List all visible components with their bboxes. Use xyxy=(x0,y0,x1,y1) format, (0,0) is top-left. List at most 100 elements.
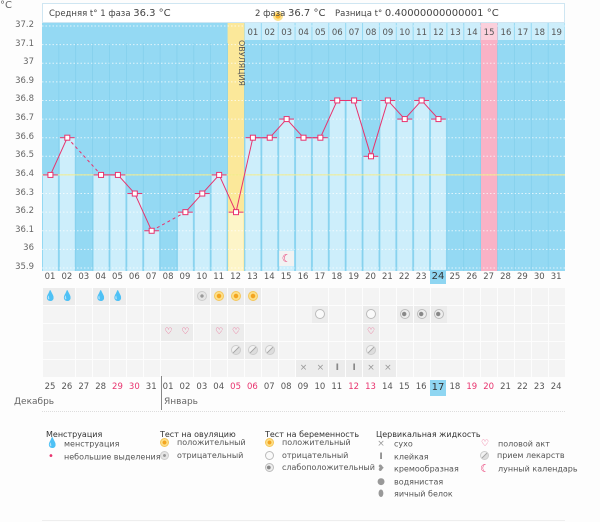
symptom-cell[interactable] xyxy=(447,288,464,305)
symptom-cell[interactable] xyxy=(177,288,194,305)
symptom-cell[interactable] xyxy=(194,342,211,359)
symptom-cell[interactable] xyxy=(379,342,396,359)
symptom-cell[interactable] xyxy=(531,306,548,323)
symptom-cell[interactable] xyxy=(278,306,295,323)
calendar-date[interactable]: 04 xyxy=(213,382,225,392)
cycle-day-label[interactable]: 08 xyxy=(162,272,174,282)
symptom-cell[interactable] xyxy=(396,288,413,305)
symptom-cell[interactable] xyxy=(93,324,110,341)
symptom-cell[interactable] xyxy=(396,306,413,323)
symptom-cell[interactable] xyxy=(312,324,329,341)
symptom-cell[interactable] xyxy=(143,306,160,323)
calendar-date[interactable]: 31 xyxy=(145,382,157,392)
symptom-cell[interactable]: I xyxy=(346,360,363,377)
calendar-date[interactable]: 26 xyxy=(61,382,73,392)
calendar-date[interactable]: 21 xyxy=(500,382,511,392)
cycle-day-label[interactable]: 12 xyxy=(230,272,241,282)
symptom-cell[interactable] xyxy=(379,324,396,341)
calendar-date[interactable]: 06 xyxy=(247,382,258,392)
symptom-cell[interactable] xyxy=(160,288,177,305)
symptom-cell[interactable] xyxy=(481,324,498,341)
cycle-day-label[interactable]: 22 xyxy=(398,272,410,282)
symptom-cell[interactable] xyxy=(160,306,177,323)
symptom-cell[interactable] xyxy=(548,306,565,323)
calendar-date[interactable]: 13 xyxy=(365,382,376,392)
cycle-day-label[interactable]: 17 xyxy=(314,272,326,282)
symptom-cell[interactable] xyxy=(295,342,312,359)
symptom-cell[interactable] xyxy=(447,342,464,359)
calendar-date[interactable]: 01 xyxy=(162,382,174,392)
symptom-cell[interactable] xyxy=(363,342,380,359)
symptom-cell[interactable] xyxy=(42,324,59,341)
symptom-cell[interactable] xyxy=(59,306,76,323)
symptom-cell[interactable] xyxy=(42,360,59,377)
symptom-cell[interactable]: ♡ xyxy=(211,324,228,341)
symptom-cell[interactable]: 💧 xyxy=(93,288,110,305)
symptom-cell[interactable] xyxy=(481,360,498,377)
symptom-cell[interactable]: × xyxy=(312,360,329,377)
symptom-cell[interactable] xyxy=(194,288,211,305)
symptom-cell[interactable] xyxy=(464,360,481,377)
symptom-cell[interactable] xyxy=(143,342,160,359)
symptom-cell[interactable] xyxy=(430,324,447,341)
symptom-cell[interactable] xyxy=(109,360,126,377)
symptom-cell[interactable] xyxy=(531,288,548,305)
cycle-day-label[interactable]: 11 xyxy=(213,272,225,282)
symptom-cell[interactable] xyxy=(481,288,498,305)
symptom-cell[interactable] xyxy=(177,342,194,359)
symptom-cell[interactable] xyxy=(329,306,346,323)
calendar-date[interactable]: 10 xyxy=(314,382,326,392)
cycle-day-label[interactable]: 09 xyxy=(179,272,191,282)
cycle-day-label[interactable]: 20 xyxy=(365,272,376,282)
symptom-cell[interactable]: I xyxy=(329,360,346,377)
symptom-cell[interactable] xyxy=(261,306,278,323)
symptom-cell[interactable] xyxy=(514,306,531,323)
cycle-day-label[interactable]: 16 xyxy=(297,272,309,282)
symptom-cell[interactable] xyxy=(244,306,261,323)
symptom-cell[interactable]: × xyxy=(379,360,396,377)
symptom-cell[interactable] xyxy=(514,324,531,341)
symptom-cell[interactable] xyxy=(379,288,396,305)
symptom-cell[interactable] xyxy=(379,306,396,323)
symptom-cell[interactable] xyxy=(177,360,194,377)
cycle-day-label[interactable]: 10 xyxy=(196,272,208,282)
symptom-cell[interactable] xyxy=(531,324,548,341)
calendar-date[interactable]: 07 xyxy=(263,382,275,392)
symptom-cell[interactable] xyxy=(160,342,177,359)
symptom-cell[interactable] xyxy=(278,324,295,341)
cycle-day-label[interactable]: 27 xyxy=(483,272,495,282)
cycle-day-label[interactable]: 31 xyxy=(550,272,562,282)
cycle-day-label[interactable]: 15 xyxy=(280,272,292,282)
calendar-date[interactable]: 03 xyxy=(196,382,208,392)
symptom-cell[interactable] xyxy=(548,342,565,359)
symptom-cell[interactable] xyxy=(531,342,548,359)
cycle-day-label[interactable]: 01 xyxy=(44,272,56,282)
symptom-cell[interactable] xyxy=(430,360,447,377)
symptom-cell[interactable] xyxy=(228,288,245,305)
symptom-cell[interactable] xyxy=(312,342,329,359)
symptom-cell[interactable] xyxy=(430,288,447,305)
symptom-cell[interactable] xyxy=(59,324,76,341)
symptom-cell[interactable] xyxy=(464,342,481,359)
symptom-cell[interactable] xyxy=(126,288,143,305)
symptom-cell[interactable]: 💧 xyxy=(109,288,126,305)
symptom-cell[interactable] xyxy=(514,360,531,377)
symptom-cell[interactable] xyxy=(93,306,110,323)
symptom-cell[interactable] xyxy=(76,288,93,305)
symptom-cell[interactable] xyxy=(109,306,126,323)
cycle-day-label[interactable]: 06 xyxy=(128,272,140,282)
symptom-cell[interactable] xyxy=(329,324,346,341)
cycle-day-label[interactable]: 19 xyxy=(348,272,360,282)
symptom-cell[interactable] xyxy=(413,306,430,323)
symptom-cell[interactable] xyxy=(76,324,93,341)
symptom-cell[interactable]: 💧 xyxy=(42,288,59,305)
symptom-cell[interactable] xyxy=(194,324,211,341)
symptom-cell[interactable] xyxy=(346,288,363,305)
symptom-cell[interactable] xyxy=(329,342,346,359)
symptom-cell[interactable] xyxy=(430,306,447,323)
symptom-cell[interactable] xyxy=(76,360,93,377)
symptom-cell[interactable] xyxy=(464,288,481,305)
symptom-cell[interactable] xyxy=(228,306,245,323)
symptom-cell[interactable] xyxy=(413,324,430,341)
symptom-cell[interactable] xyxy=(228,360,245,377)
